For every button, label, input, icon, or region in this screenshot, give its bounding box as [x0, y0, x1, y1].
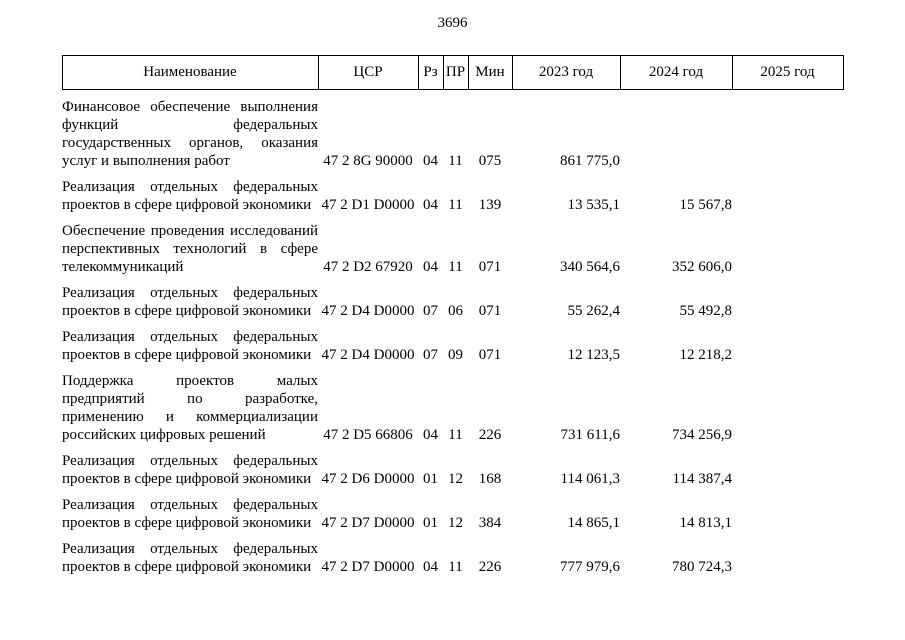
value-2025-cell — [732, 276, 843, 320]
pr-cell: 11 — [448, 197, 463, 213]
value-2025-cell — [732, 364, 843, 444]
value-2025-cell — [732, 90, 843, 171]
pr-cell: 11 — [448, 559, 463, 575]
value-2023-cell: 13 535,1 — [567, 197, 621, 213]
budget-table: Наименование ЦСР Рз ПР Мин 2023 год 2024… — [61, 55, 844, 577]
column-header-2024: 2024 год — [619, 55, 733, 90]
min-cell: 384 — [478, 515, 502, 531]
pr-cell: 09 — [448, 347, 463, 363]
value-2024-cell: 12 218,2 — [679, 347, 733, 363]
name-cell: Реализация отдельных федеральных проекто… — [62, 329, 318, 363]
rz-cell: 01 — [423, 515, 438, 531]
value-2024-cell: 352 606,0 — [672, 259, 732, 275]
value-2025-cell — [732, 320, 843, 364]
value-2025-cell — [732, 444, 843, 488]
pr-cell: 11 — [448, 427, 463, 443]
table-row: Поддержка проектов малых предприятий по … — [62, 364, 843, 444]
column-header-name: Наименование — [61, 55, 319, 90]
rz-cell: 04 — [423, 197, 438, 213]
value-2023-cell: 12 123,5 — [567, 347, 621, 363]
column-header-min: Мин — [467, 55, 513, 90]
name-cell: Реализация отдельных федеральных проекто… — [62, 453, 318, 487]
csr-cell: 47 2 D6 D0000 — [321, 471, 415, 487]
name-cell: Финансовое обеспечение выполнения функци… — [62, 99, 318, 169]
header-row: Наименование ЦСР Рз ПР Мин 2023 год 2024… — [61, 55, 844, 90]
min-cell: 139 — [478, 197, 502, 213]
value-2023-cell: 14 865,1 — [567, 515, 621, 531]
name-cell: Реализация отдельных федеральных проекто… — [62, 541, 318, 575]
table-row: Реализация отдельных федеральных проекто… — [62, 488, 843, 532]
csr-cell: 47 2 D5 66806 — [323, 427, 413, 443]
column-header-2025: 2025 год — [731, 55, 844, 90]
value-2023-cell: 114 061,3 — [560, 471, 620, 487]
min-cell: 071 — [478, 259, 502, 275]
min-cell: 226 — [478, 559, 502, 575]
value-2024-cell — [620, 90, 732, 171]
table-row: Обеспечение проведения исследований перс… — [62, 214, 843, 276]
csr-cell: 47 2 D4 D0000 — [321, 347, 415, 363]
page-number: 3696 — [437, 15, 468, 31]
value-2024-cell: 15 567,8 — [679, 197, 733, 213]
value-2025-cell — [732, 532, 843, 576]
pr-cell: 11 — [448, 153, 463, 169]
min-cell: 075 — [478, 153, 502, 169]
csr-cell: 47 2 D7 D0000 — [321, 559, 415, 575]
column-header-csr: ЦСР — [317, 55, 419, 90]
name-cell: Реализация отдельных федеральных проекто… — [62, 285, 318, 319]
pr-cell: 11 — [448, 259, 463, 275]
value-2024-cell: 114 387,4 — [672, 471, 732, 487]
column-header-rz: Рз — [417, 55, 444, 90]
table-row: Реализация отдельных федеральных проекто… — [62, 276, 843, 320]
min-cell: 226 — [478, 427, 502, 443]
csr-cell: 47 2 D7 D0000 — [321, 515, 415, 531]
table-body: Финансовое обеспечение выполнения функци… — [62, 90, 843, 577]
name-cell: Реализация отдельных федеральных проекто… — [62, 179, 318, 213]
csr-cell: 47 2 8G 90000 — [323, 153, 413, 169]
value-2024-cell: 14 813,1 — [679, 515, 733, 531]
value-2024-cell: 55 492,8 — [679, 303, 733, 319]
name-cell: Поддержка проектов малых предприятий по … — [62, 373, 318, 443]
rz-cell: 04 — [423, 559, 438, 575]
name-cell: Реализация отдельных федеральных проекто… — [62, 497, 318, 531]
min-cell: 071 — [478, 303, 502, 319]
csr-cell: 47 2 D4 D0000 — [321, 303, 415, 319]
column-header-2023: 2023 год — [511, 55, 621, 90]
min-cell: 168 — [478, 471, 502, 487]
rz-cell: 04 — [423, 259, 438, 275]
rz-cell: 07 — [423, 303, 438, 319]
table-row: Финансовое обеспечение выполнения функци… — [62, 90, 843, 171]
rz-cell: 01 — [423, 471, 438, 487]
pr-cell: 12 — [448, 515, 463, 531]
value-2023-cell: 731 611,6 — [560, 427, 620, 443]
value-2023-cell: 777 979,6 — [560, 559, 620, 575]
value-2024-cell: 734 256,9 — [672, 427, 732, 443]
value-2025-cell — [732, 170, 843, 214]
rz-cell: 07 — [423, 347, 438, 363]
value-2023-cell: 55 262,4 — [567, 303, 621, 319]
csr-cell: 47 2 D1 D0000 — [321, 197, 415, 213]
table-row: Реализация отдельных федеральных проекто… — [62, 532, 843, 576]
value-2025-cell — [732, 488, 843, 532]
column-header-pr: ПР — [442, 55, 469, 90]
min-cell: 071 — [478, 347, 502, 363]
table-row: Реализация отдельных федеральных проекто… — [62, 444, 843, 488]
table-row: Реализация отдельных федеральных проекто… — [62, 320, 843, 364]
table-row: Реализация отдельных федеральных проекто… — [62, 170, 843, 214]
name-cell: Обеспечение проведения исследований перс… — [62, 223, 318, 275]
value-2024-cell: 780 724,3 — [672, 559, 732, 575]
table-header: Наименование ЦСР Рз ПР Мин 2023 год 2024… — [61, 55, 844, 90]
value-2023-cell: 861 775,0 — [560, 153, 620, 169]
value-2023-cell: 340 564,6 — [560, 259, 620, 275]
pr-cell: 06 — [448, 303, 463, 319]
csr-cell: 47 2 D2 67920 — [323, 259, 413, 275]
value-2025-cell — [732, 214, 843, 276]
rz-cell: 04 — [423, 427, 438, 443]
pr-cell: 12 — [448, 471, 463, 487]
rz-cell: 04 — [423, 153, 438, 169]
